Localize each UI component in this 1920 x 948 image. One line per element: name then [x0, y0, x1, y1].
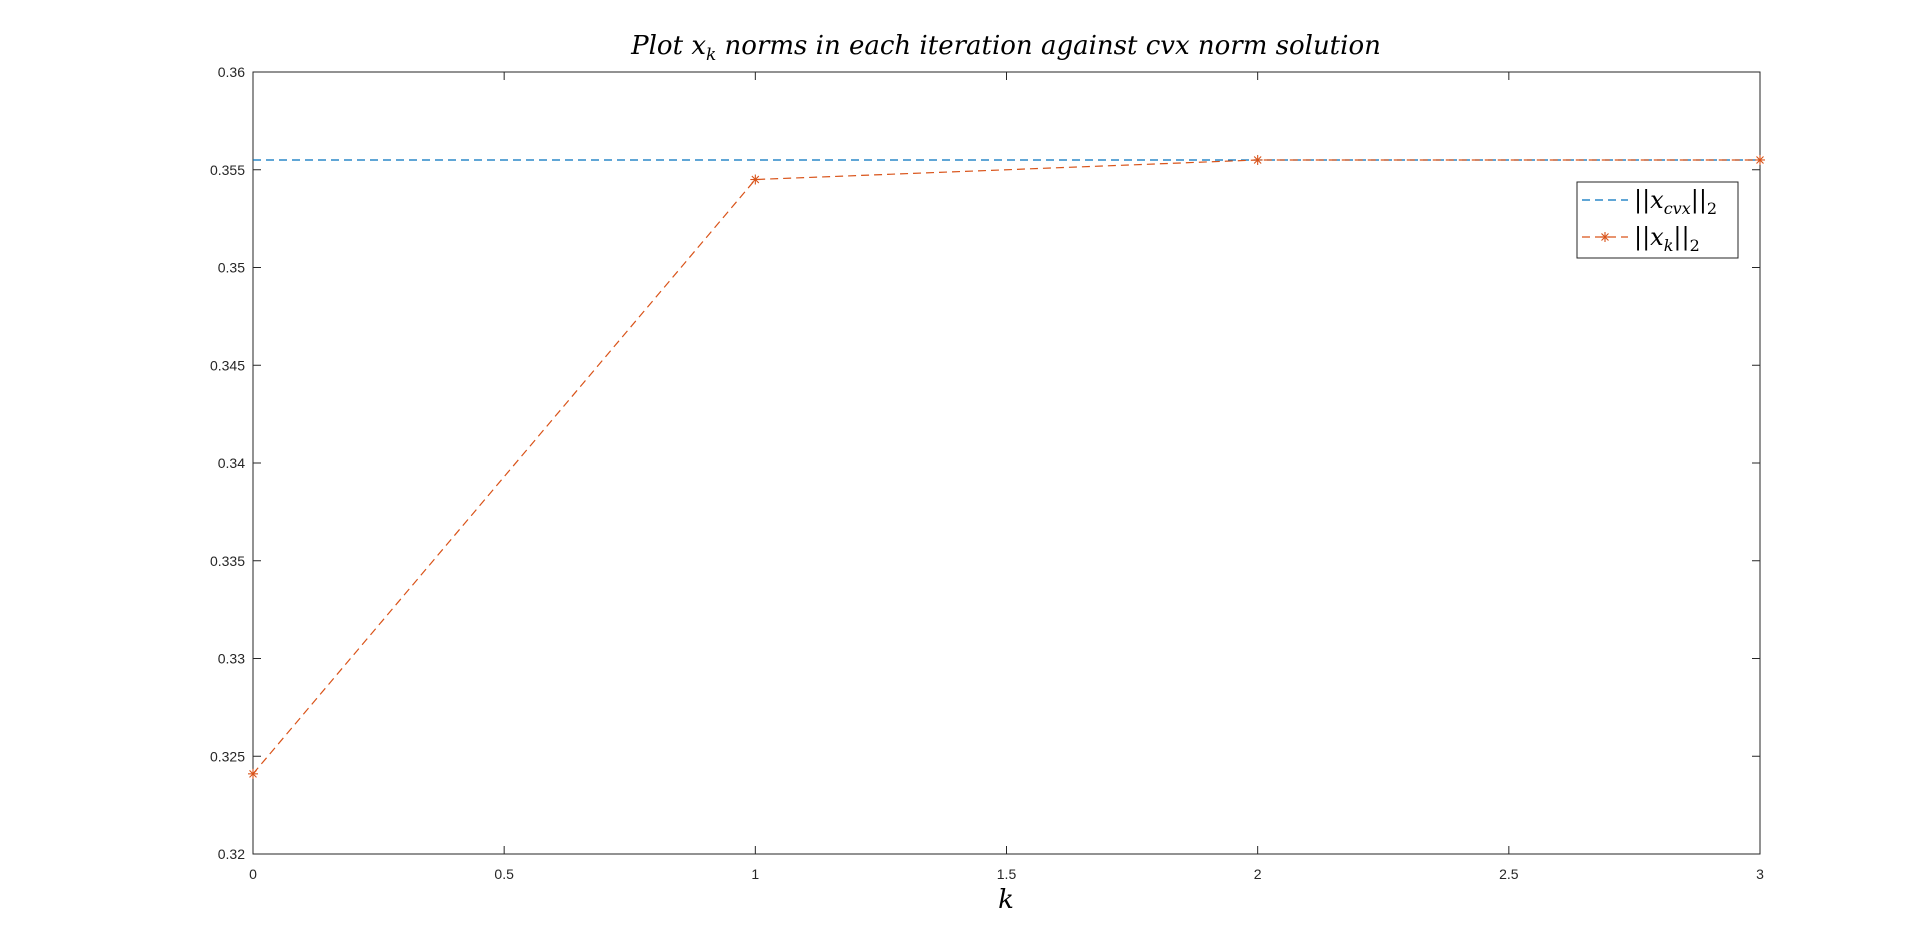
- data-point-marker: [750, 174, 761, 185]
- y-tick-label: 0.32: [218, 846, 245, 862]
- legend-asterisk-icon: [1600, 232, 1610, 242]
- series-line-1: [252, 159, 1760, 775]
- chart-title: Plot xk norms in each iteration against …: [630, 31, 1381, 65]
- data-point-marker: [1252, 154, 1263, 165]
- legend-label-cvx: ||xcvx||2: [1634, 186, 1717, 218]
- y-tick-label: 0.345: [210, 357, 245, 373]
- x-axis-label: k: [998, 885, 1014, 915]
- x-tick-label: 0.5: [494, 866, 514, 882]
- data-point-marker: [248, 768, 258, 779]
- y-tick-label: 0.35: [218, 260, 245, 276]
- legend-label-xk: ||xk||2: [1634, 223, 1700, 255]
- x-tick-label: 1: [751, 866, 759, 882]
- x-tick-label: 2: [1254, 866, 1262, 882]
- legend-marker-xk: [1600, 232, 1610, 242]
- y-tick-label: 0.335: [210, 553, 245, 569]
- data-point-marker: [1755, 154, 1765, 165]
- axes-frame: [252, 71, 1761, 855]
- x-tick-label: 2.5: [1499, 866, 1519, 882]
- y-tick-label: 0.325: [210, 748, 245, 764]
- y-tick-label: 0.33: [218, 651, 245, 667]
- y-tick-label: 0.36: [218, 64, 245, 80]
- legend-box: [1576, 181, 1739, 259]
- y-tick-label: 0.34: [218, 455, 245, 471]
- x-tick-label: 1.5: [997, 866, 1017, 882]
- x-tick-label: 0: [249, 866, 257, 882]
- ticks-layer: 0 0.5 1 1.5 2 2.5 3 0.32 0.325 0.33 0.335 0.34 0.345…: [210, 64, 1764, 882]
- legend: ||xcvx||2 ||xk||2: [1576, 181, 1739, 259]
- x-tick-label: 3: [1756, 866, 1764, 882]
- y-tick-label: 0.355: [210, 162, 245, 178]
- series-layer: [248, 154, 1765, 779]
